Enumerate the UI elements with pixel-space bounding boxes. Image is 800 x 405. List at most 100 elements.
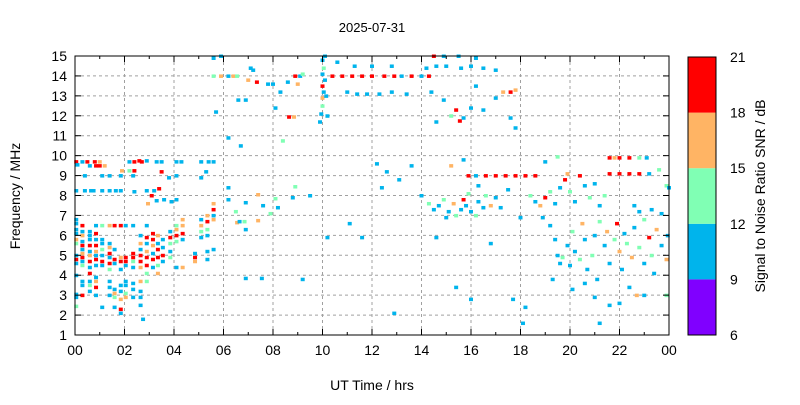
data-point [464,203,469,208]
data-point [100,237,105,242]
data-point [132,160,137,164]
data-point [80,293,85,298]
data-point [107,267,112,272]
x-tick-label: 14 [414,342,430,358]
data-point [118,174,123,178]
data-point [254,80,259,84]
data-point [100,259,105,264]
data-point [144,241,149,246]
data-point [441,197,446,202]
data-point [295,82,300,86]
data-point [199,176,204,180]
data-point [75,163,80,167]
data-point [664,184,669,188]
data-point [370,64,374,68]
data-point [159,160,164,164]
data-point [585,267,590,272]
data-point [322,78,327,82]
data-point [374,162,379,166]
data-point [123,259,128,264]
data-point [617,249,622,254]
data-point [205,219,210,224]
data-point [138,303,143,308]
x-tick-label: 08 [265,342,281,358]
data-point [560,255,565,260]
data-point [570,229,575,234]
x-tick-label: 16 [463,342,479,358]
data-point [649,253,654,258]
data-point [325,114,330,118]
data-point [107,285,112,290]
data-point [144,263,149,268]
data-point [605,229,610,234]
data-point [553,237,558,242]
data-point [664,257,669,262]
data-point [89,189,94,193]
data-point [85,160,90,164]
data-point [238,144,243,148]
data-point [211,217,216,222]
data-point [335,60,340,64]
data-point [219,74,224,78]
data-point [131,281,136,286]
y-axis-label: Frequency / MHz [7,143,23,250]
data-point [617,172,622,176]
data-point [555,155,560,159]
data-point [123,279,128,284]
data-point [657,168,662,172]
data-point [94,243,99,248]
data-point [226,136,231,140]
data-point [206,160,211,164]
data-point [523,305,528,310]
data-point [404,92,409,96]
data-point [159,170,164,174]
data-point [123,255,128,260]
grid [75,56,669,335]
data-point [199,223,204,228]
data-point [476,184,481,188]
data-point [138,295,143,300]
data-point [548,190,553,194]
data-point [319,112,324,116]
data-point [446,209,451,214]
data-point [150,237,155,242]
data-point [454,108,459,112]
data-point [80,239,85,244]
y-tick-label: 5 [59,247,67,263]
data-point [461,197,466,202]
data-point [243,200,248,205]
data-point [168,229,173,234]
data-point [199,235,204,240]
data-point [237,219,242,224]
data-point [444,64,449,68]
data-point [619,267,624,272]
data-point [160,245,165,250]
data-point [647,172,652,176]
data-point [642,217,647,222]
y-tick-label: 3 [59,287,67,303]
colorbar-tick-label: 12 [730,216,746,232]
data-point [112,305,117,310]
data-point [144,255,149,260]
data-point [87,289,92,294]
data-point [533,174,538,178]
data-point [131,259,136,264]
data-point [144,271,149,276]
data-point [627,172,632,176]
data-point [466,192,471,196]
data-point [180,223,185,228]
data-point [461,158,466,162]
data-point [169,199,174,204]
data-point [350,74,355,78]
data-point [87,279,92,284]
data-point [384,170,389,174]
data-point [107,174,112,178]
data-point [592,233,597,238]
data-point [582,184,587,188]
data-point [508,90,513,94]
data-point [275,205,280,210]
data-point [74,160,79,164]
data-point [493,195,498,200]
data-point [80,283,85,288]
